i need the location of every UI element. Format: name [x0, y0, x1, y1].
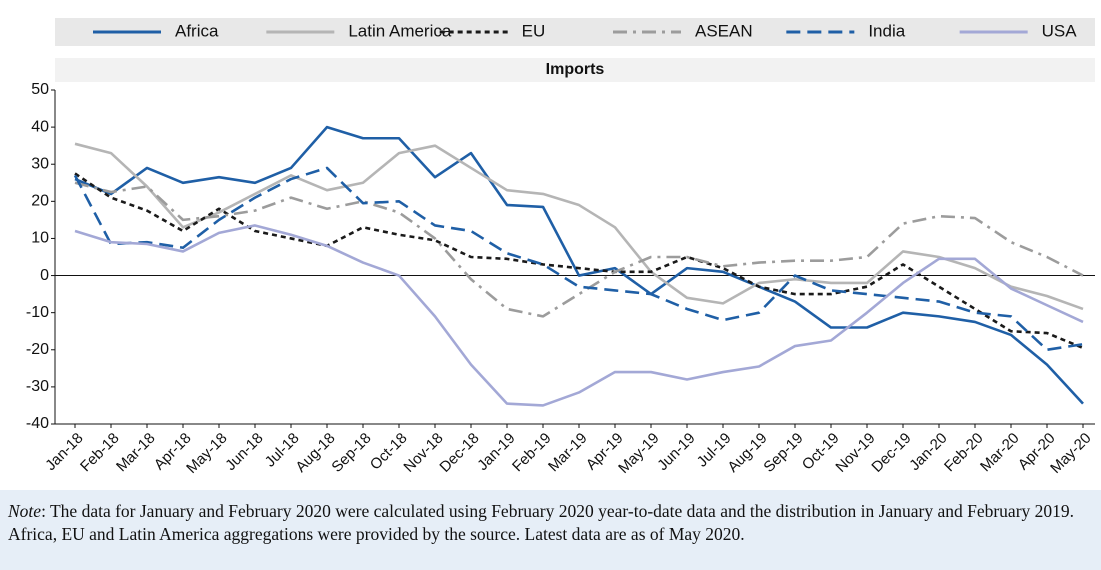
- legend-label: Latin America: [348, 21, 452, 40]
- x-tick-label: Jun-19: [654, 430, 698, 474]
- x-tick-label: Dec-18: [436, 430, 482, 476]
- y-tick-label: 10: [31, 230, 49, 247]
- y-tick-label: 40: [31, 118, 49, 135]
- y-tick-label: -30: [26, 378, 49, 395]
- series-line: [74, 181, 1084, 318]
- series-line: [74, 224, 1084, 407]
- x-tick-label: May-18: [183, 430, 230, 477]
- y-tick-label: 20: [31, 193, 49, 210]
- x-tick-label: Mar-20: [977, 430, 1023, 476]
- series-line: [74, 142, 1084, 311]
- series-line: [73, 166, 1084, 352]
- x-tick-label: Sep-19: [760, 430, 806, 476]
- legend-background: [55, 18, 1095, 46]
- y-tick-label: 30: [31, 155, 49, 172]
- x-tick-label: Feb-18: [77, 430, 123, 476]
- x-tick-label: Feb-20: [941, 430, 987, 476]
- chart: Imports -40-30-20-1001020304050Jan-18Feb…: [26, 18, 1095, 477]
- x-tick-label: Aug-19: [724, 430, 770, 476]
- x-tick-label: Jun-18: [222, 430, 266, 474]
- legend-label: India: [868, 21, 905, 40]
- x-tick-label: Aug-18: [292, 430, 338, 476]
- legend-label: USA: [1042, 21, 1078, 40]
- y-tick-label: -10: [26, 304, 49, 321]
- y-tick-label: -40: [26, 415, 49, 432]
- legend-label: ASEAN: [695, 21, 753, 40]
- x-tick-label: Sep-18: [328, 430, 374, 476]
- y-tick-label: 50: [31, 81, 49, 98]
- x-tick-label: Mar-18: [113, 430, 159, 476]
- note-background: [0, 490, 1101, 570]
- y-tick-label: -20: [26, 341, 49, 358]
- title-background: [55, 58, 1095, 82]
- y-tick-label: 0: [40, 267, 49, 284]
- chart-title: Imports: [546, 61, 605, 78]
- legend-label: EU: [522, 21, 546, 40]
- x-tick-label: Dec-19: [868, 430, 914, 476]
- note: Note: The data for January and February …: [8, 500, 1096, 546]
- x-tick-label: Nov-19: [832, 430, 878, 476]
- series-line: [74, 172, 1084, 350]
- x-tick-label: Nov-18: [400, 430, 446, 476]
- x-tick-label: May-20: [1047, 430, 1094, 477]
- x-tick-label: May-19: [615, 430, 662, 477]
- x-tick-label: Mar-19: [545, 430, 591, 476]
- x-tick-label: Feb-19: [509, 430, 555, 476]
- series-line: [74, 125, 1084, 405]
- legend-label: Africa: [175, 21, 219, 40]
- note-text: : The data for January and February 2020…: [8, 501, 1075, 544]
- note-label: Note: [8, 501, 42, 521]
